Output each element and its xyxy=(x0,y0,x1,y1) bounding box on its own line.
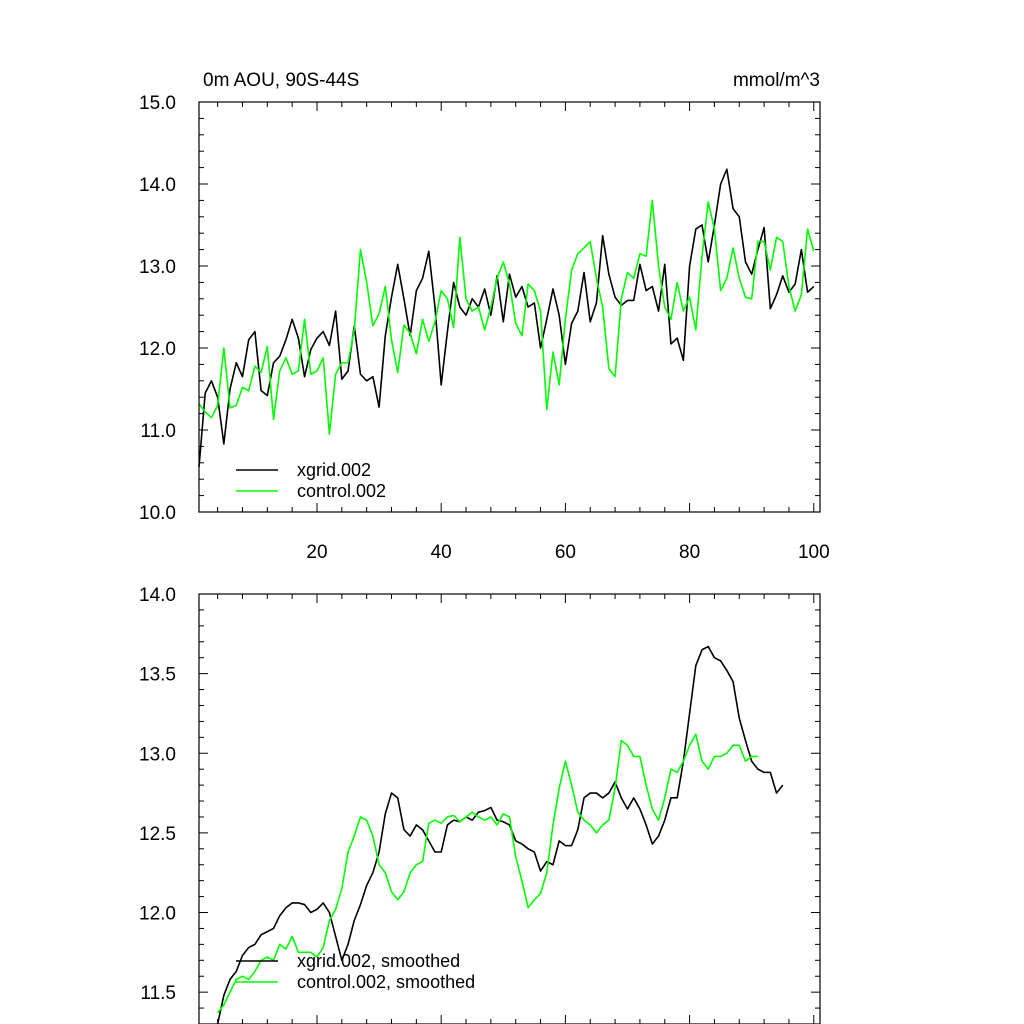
y-tick-label: 12.0 xyxy=(139,904,176,925)
bottom-y-tick-labels: 11.5 12.0 12.5 13.0 13.5 14.0 xyxy=(139,585,176,1004)
y-tick-label: 12.5 xyxy=(139,824,176,845)
top-title-left: 0m AOU, 90S-44S xyxy=(203,70,359,91)
top-ticks xyxy=(199,101,820,513)
y-tick-label: 13.0 xyxy=(139,257,176,278)
top-plot-frame xyxy=(198,101,821,513)
series-line-xgrid xyxy=(198,168,815,467)
bottom-plot-frame xyxy=(198,593,821,1024)
x-tick-label: 40 xyxy=(431,542,452,563)
y-tick-label: 14.0 xyxy=(139,585,176,606)
x-tick-label: 20 xyxy=(306,542,327,563)
top-x-tick-labels: 20 40 60 80 100 xyxy=(306,542,829,563)
y-tick-label: 12.0 xyxy=(139,339,176,360)
series-line-control xyxy=(216,733,758,1014)
x-tick-label: 100 xyxy=(798,542,830,563)
y-tick-label: 14.0 xyxy=(139,175,176,196)
legend-label: control.002 xyxy=(297,481,386,501)
bottom-panel: 11.5 12.0 12.5 13.0 13.5 14.0 xgrid.002, smoo… xyxy=(139,585,821,1024)
series-line-control xyxy=(198,199,815,435)
legend-label: xgrid.002 xyxy=(297,460,371,480)
legend-label: xgrid.002, smoothed xyxy=(297,951,460,971)
y-tick-label: 11.0 xyxy=(140,421,176,442)
top-title-right: mmol/m^3 xyxy=(733,70,820,91)
top-panel: 0m AOU, 90S-44S mmol/m^3 10.0 11.0 12.0 13.… xyxy=(139,70,830,563)
x-tick-label: 80 xyxy=(679,542,700,563)
top-series xyxy=(198,168,815,467)
x-tick-label: 60 xyxy=(555,542,576,563)
y-tick-label: 13.0 xyxy=(139,744,176,765)
y-tick-label: 13.5 xyxy=(139,665,176,686)
y-tick-label: 15.0 xyxy=(139,93,176,114)
bottom-series xyxy=(216,645,784,1024)
bottom-ticks xyxy=(199,593,820,1024)
top-y-tick-labels: 10.0 11.0 12.0 13.0 14.0 15.0 xyxy=(139,93,176,524)
y-tick-label: 11.5 xyxy=(140,983,176,1004)
y-tick-label: 10.0 xyxy=(139,503,176,524)
legend-label: control.002, smoothed xyxy=(297,972,475,992)
